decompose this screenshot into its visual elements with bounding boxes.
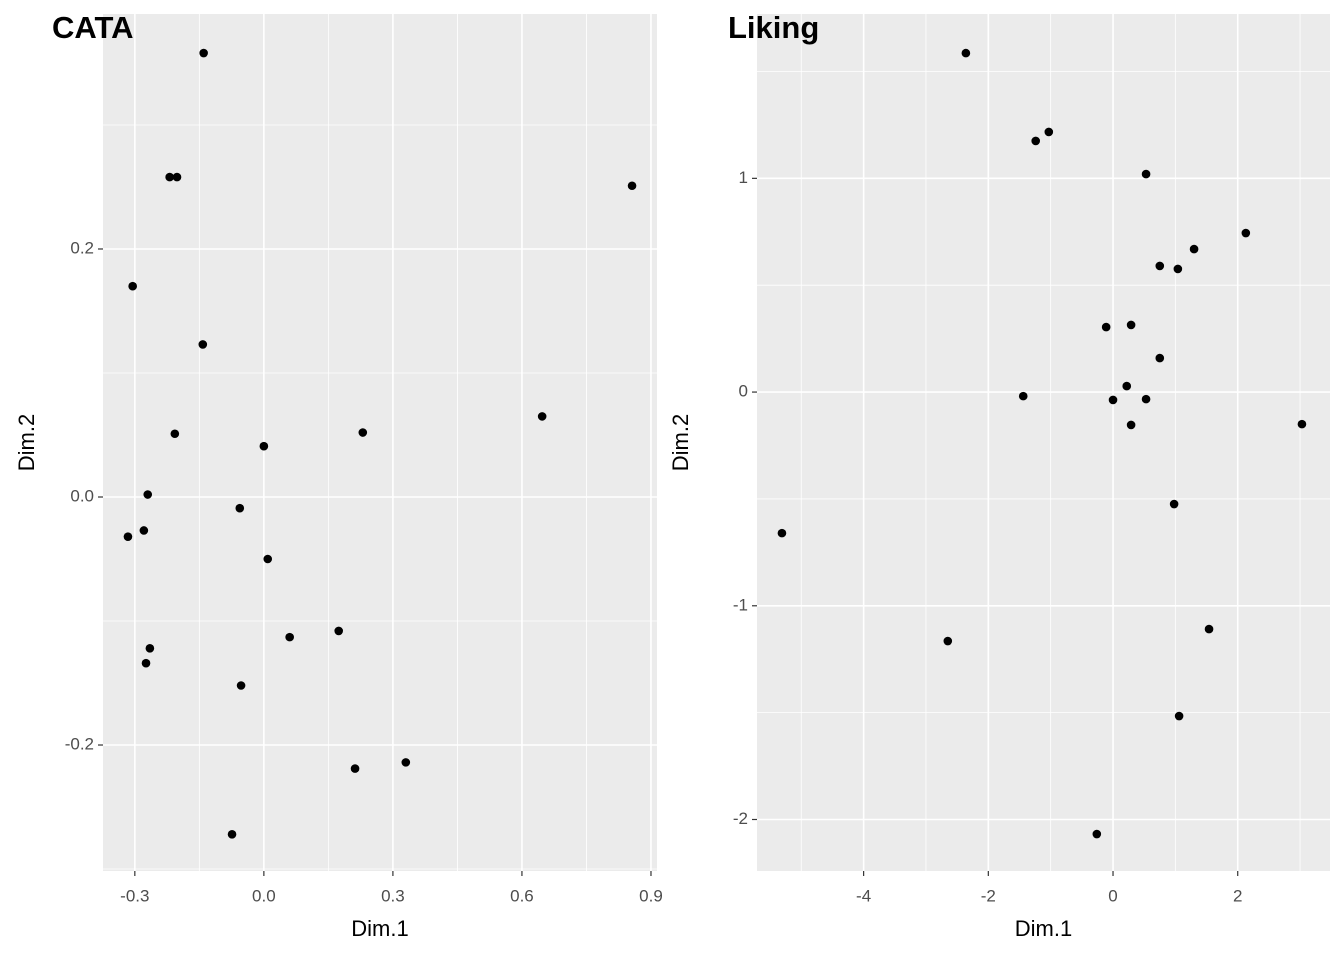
point [259, 441, 269, 451]
chart-title: CATA [52, 10, 134, 45]
point [1174, 711, 1184, 721]
x-tick-label: 2 [1233, 886, 1242, 905]
point [627, 181, 637, 191]
x-tick-label: 0.9 [639, 886, 663, 905]
point [350, 764, 360, 773]
point [1126, 420, 1136, 430]
y-tick-label: -2 [733, 809, 748, 828]
point [1126, 320, 1136, 330]
x-axis-title: Dim.1 [351, 916, 408, 941]
point [170, 429, 180, 439]
x-tick-label: -4 [856, 886, 871, 905]
point [1122, 381, 1132, 391]
point [1155, 353, 1165, 363]
y-tick-label: 0.0 [70, 486, 94, 505]
point [1169, 499, 1179, 509]
x-tick-label: 0 [1108, 886, 1117, 905]
panel-background [103, 14, 657, 871]
x-axis-title: Dim.1 [1015, 916, 1072, 941]
point [128, 281, 137, 291]
point [1031, 136, 1041, 146]
point [961, 48, 971, 58]
point [334, 626, 344, 636]
point [401, 758, 411, 767]
point [1044, 127, 1054, 137]
point [236, 681, 246, 690]
point [235, 503, 245, 513]
x-tick-label: -2 [981, 886, 996, 905]
point [198, 340, 208, 349]
point [1092, 829, 1102, 839]
point [537, 412, 547, 421]
chart-title: Liking [728, 10, 819, 45]
point [143, 490, 153, 499]
y-axis-title: Dim.2 [668, 414, 693, 471]
point [1155, 261, 1165, 271]
y-tick-label: 0.2 [70, 238, 94, 257]
point [165, 172, 174, 182]
point [227, 829, 237, 839]
point [123, 532, 133, 541]
point [199, 48, 208, 58]
point [1101, 322, 1111, 332]
y-tick-label: -1 [733, 595, 748, 614]
point [1141, 394, 1151, 404]
point [1189, 244, 1199, 254]
point [145, 643, 155, 653]
point [1108, 395, 1118, 405]
panel-background [757, 14, 1330, 871]
point [139, 526, 149, 535]
y-tick-label: 0 [739, 382, 748, 401]
y-tick-label: 1 [739, 168, 748, 187]
point [172, 172, 182, 182]
point [1204, 624, 1214, 634]
x-tick-label: 0.0 [252, 886, 276, 905]
point [263, 554, 273, 564]
point [777, 528, 787, 538]
x-tick-label: 0.6 [510, 886, 534, 905]
y-axis-title: Dim.2 [14, 414, 39, 471]
y-tick-label: -0.2 [65, 734, 94, 753]
point [943, 636, 953, 646]
point [358, 428, 368, 437]
point [1241, 228, 1251, 238]
point [1297, 419, 1307, 429]
x-tick-label: 0.3 [381, 886, 405, 905]
point [141, 658, 151, 668]
point [1173, 264, 1183, 274]
point [1018, 391, 1028, 401]
point [285, 632, 294, 642]
x-tick-label: -0.3 [120, 886, 149, 905]
point [1141, 169, 1151, 179]
